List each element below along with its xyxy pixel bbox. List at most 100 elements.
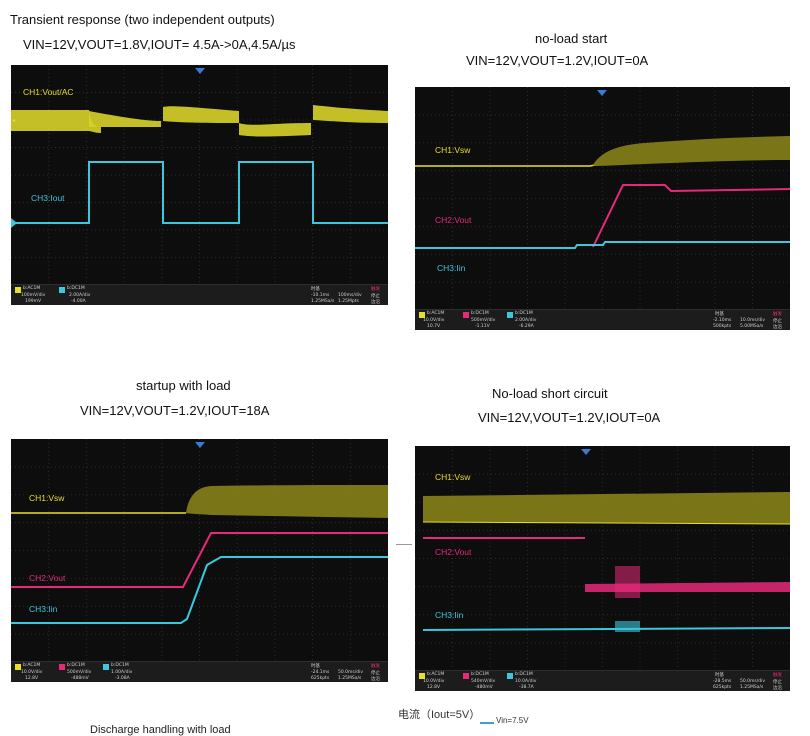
c3-scale: 2.00A/div bbox=[515, 318, 537, 323]
ch1-trace bbox=[313, 105, 388, 123]
c1-scale: 10.0V/div bbox=[423, 318, 445, 323]
c1-offset: 12.8V bbox=[427, 685, 441, 690]
timebase-label: 时基 bbox=[311, 664, 320, 669]
ch3-trace bbox=[11, 556, 388, 624]
panel-title-noload-short: No-load short circuit bbox=[492, 386, 608, 401]
ch1-trace bbox=[593, 136, 790, 166]
c3-chip bbox=[507, 673, 513, 679]
run-mode: 停止 bbox=[773, 319, 782, 324]
ch2-label: CH2:Vout bbox=[435, 215, 472, 225]
trigger-marker-icon bbox=[195, 442, 205, 448]
c3-offset: -4.00A bbox=[71, 299, 86, 304]
trigger-mode: 边沿 bbox=[371, 677, 380, 682]
status-bar: b:AC1M 10.0V/div 12.8V b:DC1M 500mV/div … bbox=[11, 661, 388, 682]
partial-caption: Discharge handling with load bbox=[90, 724, 231, 736]
scope-grid-noload-short bbox=[415, 446, 790, 671]
c1-offset: 12.8V bbox=[25, 676, 39, 681]
ch1-trace bbox=[186, 485, 388, 518]
run-mode: 停止 bbox=[371, 294, 380, 299]
grid-lines bbox=[11, 65, 388, 285]
ch2-trace bbox=[615, 566, 640, 598]
sample-rate: 1.25MSa/s bbox=[740, 685, 764, 690]
sample-points: 500kpts bbox=[713, 324, 732, 329]
panel-subtitle-startup-load: VIN=12V,VOUT=1.2V,IOUT=18A bbox=[80, 403, 270, 418]
ch1-trace bbox=[239, 123, 311, 137]
trigger-mode: 边沿 bbox=[371, 300, 380, 305]
next-chart-title: 电流（Iout=5V） bbox=[398, 709, 481, 721]
c2-chip bbox=[463, 312, 469, 318]
c2-offset: -488mV bbox=[71, 676, 89, 681]
trigger-label: 触发 bbox=[371, 287, 380, 292]
ch3-trace bbox=[615, 621, 640, 632]
trigger-label: 触发 bbox=[773, 312, 782, 317]
status-bar: b:AC1M 10.0V/div 10.7V b:DC1M 500mV/div … bbox=[415, 309, 790, 330]
panel-title-startup-load: startup with load bbox=[136, 378, 231, 393]
ch3-label: CH3:Iin bbox=[29, 604, 58, 614]
ch2-label: CH2:Vout bbox=[435, 547, 472, 557]
status-bar: b:AC1M 10.0V/div 12.8V b:DC1M 540mV/div … bbox=[415, 670, 790, 691]
ch3-label: CH3:Iin bbox=[435, 610, 464, 620]
ch2-label: CH2:Vout bbox=[29, 573, 66, 583]
c1-coupling: b:AC1M bbox=[23, 663, 41, 668]
ch1-trace bbox=[89, 111, 161, 127]
trigger-mode: 边沿 bbox=[773, 325, 782, 330]
scope-grid-startup-load bbox=[11, 439, 388, 662]
c1-chip bbox=[419, 312, 425, 318]
c2-coupling: b:DC1M bbox=[471, 672, 489, 677]
timebase-label: 时基 bbox=[715, 312, 724, 317]
c2-chip bbox=[59, 664, 65, 670]
sample-points: 625kpts bbox=[311, 676, 330, 681]
c2-coupling: b:DC1M bbox=[471, 311, 489, 316]
grid-lines bbox=[11, 439, 388, 662]
ch1-ground-marker: ◂ bbox=[12, 118, 15, 124]
ch1-trace bbox=[163, 106, 239, 123]
next-chart-legend-label: Vin=7.5V bbox=[496, 716, 529, 725]
sample-points: 1.25Mpts bbox=[338, 299, 359, 304]
scope-panel-transient: ◂ CH1:Vout/AC CH3:Iout b:AC1M 100mV/div … bbox=[11, 65, 388, 305]
ch3-label: CH3:Iout bbox=[31, 193, 65, 203]
time-scale: 10.0ms/div bbox=[740, 318, 766, 323]
c2-scale: 500mV/div bbox=[67, 670, 92, 675]
c1-scale: 100mV/div bbox=[21, 293, 46, 298]
time-scale: 50.0ms/div bbox=[338, 670, 364, 675]
c3-scale: 10.0A/div bbox=[515, 679, 537, 684]
scope-panel-startup-load: CH1:Vsw CH2:Vout CH3:Iin b:AC1M 10.0V/di… bbox=[11, 439, 388, 682]
sample-rate: 1.25MSa/s bbox=[311, 299, 335, 304]
c1-coupling: b:AC1M bbox=[427, 672, 445, 677]
trigger-marker-icon bbox=[195, 68, 205, 74]
c3-offset: -3.08A bbox=[115, 676, 130, 681]
c3-offset: -38.7A bbox=[519, 685, 534, 690]
c1-chip bbox=[419, 673, 425, 679]
scope-panel-noload-short: CH1:Vsw CH2:Vout CH3:Iin b:AC1M 10.0V/di… bbox=[415, 446, 790, 691]
sample-rate: 5.00MSa/s bbox=[740, 324, 764, 329]
scope-grid-transient: ◂ bbox=[11, 65, 388, 285]
trigger-marker-icon bbox=[581, 449, 591, 455]
panel-title-transient: Transient response (two independent outp… bbox=[10, 12, 275, 27]
trigger-mode: 边沿 bbox=[773, 686, 782, 691]
c3-coupling: b:DC1M bbox=[515, 672, 533, 677]
ch2-trace bbox=[592, 184, 790, 248]
c3-scale: 1.00A/div bbox=[111, 670, 133, 675]
c2-coupling: b:DC1M bbox=[67, 663, 85, 668]
c3-chip bbox=[59, 287, 65, 293]
c3-offset: -6.29A bbox=[519, 324, 534, 329]
trigger-label: 触发 bbox=[773, 673, 782, 678]
run-mode: 停止 bbox=[371, 671, 380, 676]
sample-points: 625kpts bbox=[713, 685, 732, 690]
c1-coupling: b:AC1M bbox=[23, 286, 41, 291]
timebase-label: 时基 bbox=[311, 287, 320, 292]
ch3-trace bbox=[11, 161, 388, 224]
c3-scale: 2.00A/div bbox=[69, 293, 91, 298]
c1-offset: 199mV bbox=[25, 299, 42, 304]
c3-coupling: b:DC1M bbox=[67, 286, 85, 291]
c2-scale: 500mV/div bbox=[471, 318, 496, 323]
time-offset: -28.5ms bbox=[713, 679, 732, 684]
time-scale: 100ms/div bbox=[338, 293, 362, 298]
c2-chip bbox=[463, 673, 469, 679]
grid-lines bbox=[415, 446, 790, 671]
trigger-label: 触发 bbox=[371, 664, 380, 669]
ch1-trace bbox=[11, 110, 101, 133]
c3-coupling: b:DC1M bbox=[515, 311, 533, 316]
time-scale: 50.0ms/div bbox=[740, 679, 766, 684]
c3-coupling: b:DC1M bbox=[111, 663, 129, 668]
